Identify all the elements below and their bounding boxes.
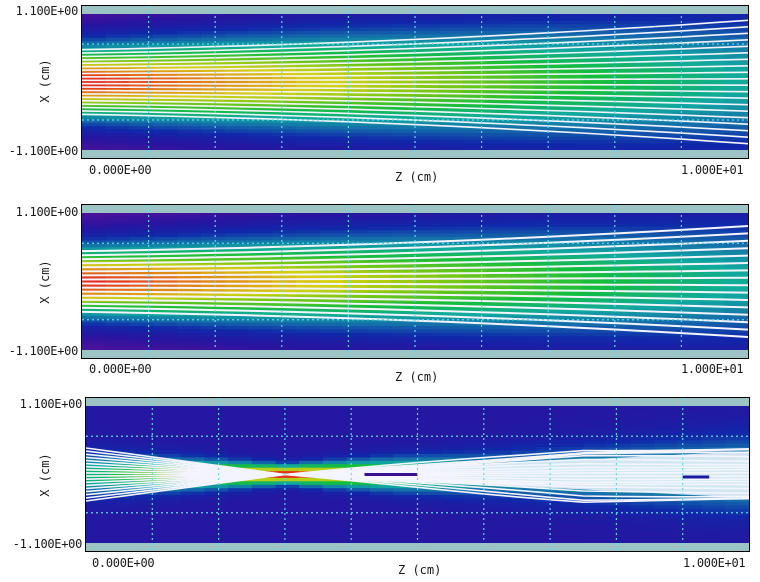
y-tick-bottom: -1.100E+00 (8, 144, 79, 158)
trajectory (82, 113, 748, 145)
trajectory (82, 290, 748, 301)
y-tick-top: 1.100E+00 (15, 4, 79, 18)
trajectory (82, 247, 748, 265)
y-axis-title: X (cm) (38, 453, 52, 497)
trajectory (86, 453, 749, 498)
x-tick-right: 1.000E+01 (681, 163, 744, 177)
heatmap-svg (82, 6, 748, 158)
trajectory (82, 89, 748, 99)
heatmap-svg (86, 398, 749, 551)
x-tick-right: 1.000E+01 (681, 362, 744, 376)
heatmap-svg (82, 205, 748, 358)
y-axis-title: X (cm) (38, 59, 52, 103)
trajectory (82, 239, 748, 261)
x-axis-title: Z (cm) (398, 563, 442, 577)
x-axis-title: Z (cm) (395, 370, 439, 384)
trajectory (86, 448, 749, 502)
trajectory (82, 225, 748, 253)
trajectory (82, 106, 748, 132)
trajectory (82, 82, 748, 86)
trajectory (82, 110, 748, 138)
trajectory (82, 254, 748, 269)
trajectory (82, 19, 748, 51)
x-axis-title: Z (cm) (395, 170, 439, 184)
x-tick-left: 0.000E+00 (89, 362, 152, 376)
trajectory (82, 282, 748, 287)
beam-core (284, 451, 749, 498)
x-tick-right: 1.000E+01 (683, 556, 746, 570)
trajectory (82, 65, 748, 75)
y-axis-title: X (cm) (38, 260, 52, 304)
trajectory (86, 447, 749, 504)
plot-area (81, 204, 749, 359)
trajectory (82, 269, 748, 277)
y-tick-top: 1.100E+00 (19, 397, 83, 411)
plot-area (85, 397, 750, 552)
y-tick-bottom: -1.100E+00 (12, 537, 83, 551)
x-tick-left: 0.000E+00 (92, 556, 155, 570)
x-tick-left: 0.000E+00 (89, 163, 152, 177)
trajectory (82, 71, 748, 78)
trajectory (82, 86, 748, 93)
trajectory (82, 26, 748, 54)
trajectory (82, 78, 748, 82)
plot-area (81, 5, 749, 159)
trajectory (82, 32, 748, 58)
y-tick-bottom: -1.100E+00 (8, 344, 79, 358)
trajectory (82, 232, 748, 257)
trajectory (82, 276, 748, 281)
trajectory (82, 262, 748, 273)
y-tick-top: 1.100E+00 (15, 205, 79, 219)
trajectory (82, 294, 748, 309)
trajectory (82, 286, 748, 294)
